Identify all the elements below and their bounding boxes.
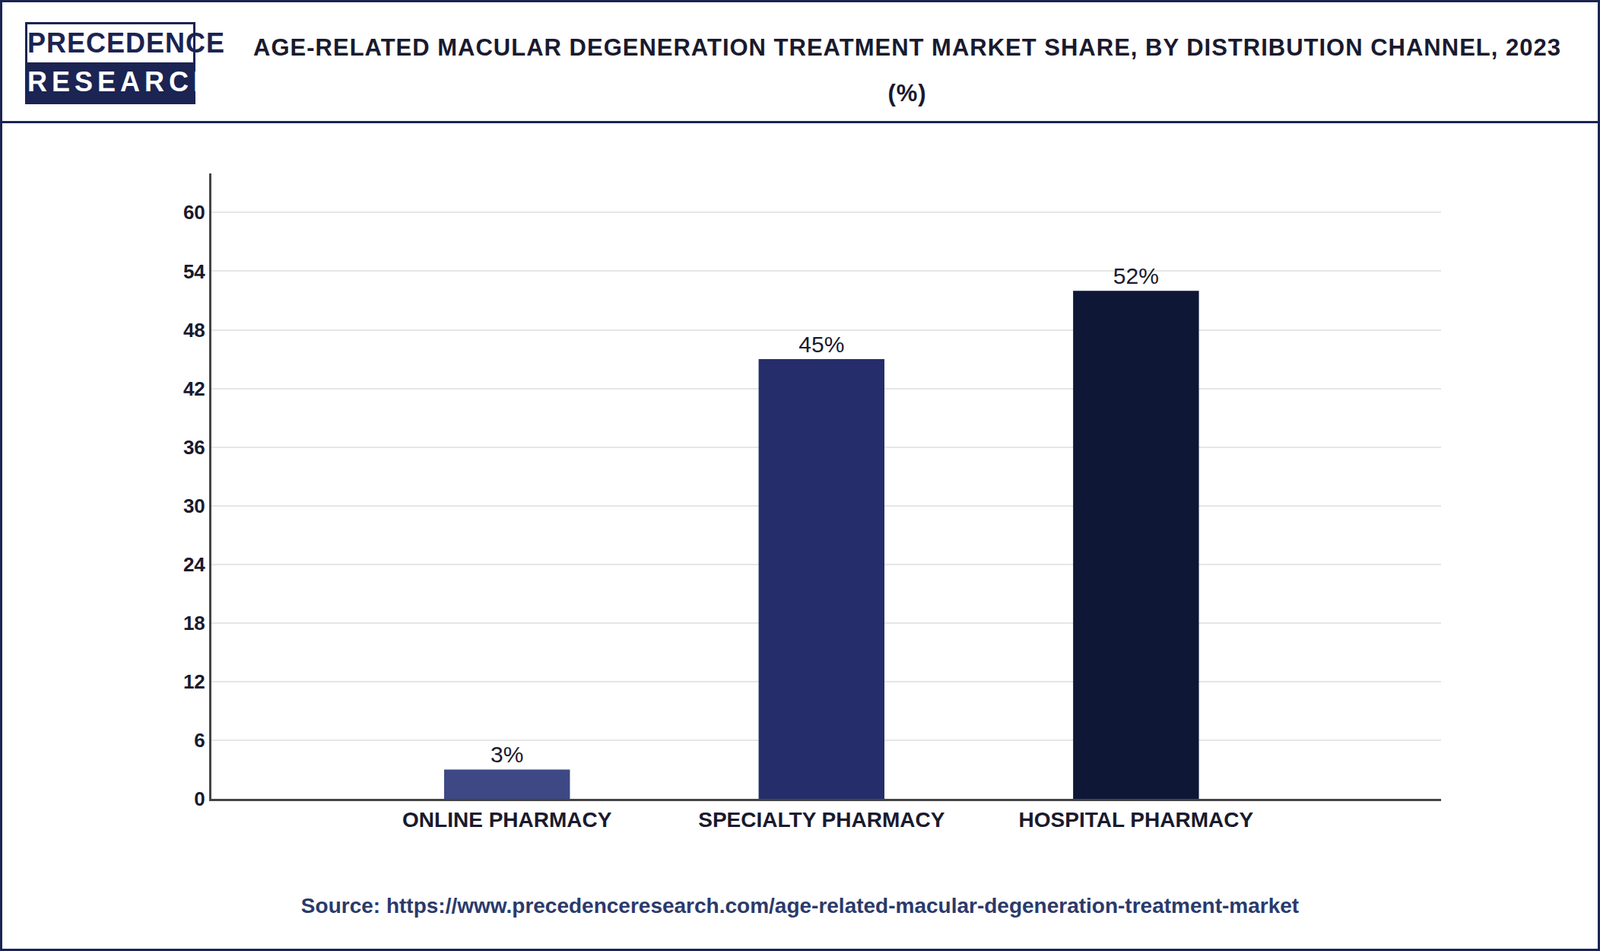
- svg-text:60: 60: [183, 200, 206, 224]
- svg-text:48: 48: [183, 318, 206, 342]
- svg-text:36: 36: [183, 435, 206, 459]
- svg-text:52%: 52%: [1113, 263, 1159, 289]
- svg-text:30: 30: [183, 494, 206, 518]
- svg-text:45%: 45%: [798, 331, 845, 357]
- svg-text:6: 6: [193, 728, 205, 752]
- svg-text:42: 42: [183, 377, 206, 400]
- html-text:AGE-RELATED MACULAR DEGENERATI: AGE-RELATED MACULAR DEGENERATION TREATME…: [253, 34, 1562, 107]
- svg-text:ONLINE PHARMACY: ONLINE PHARMACY: [402, 807, 613, 832]
- svg-text:12: 12: [183, 669, 206, 693]
- html-text:Source: https://www.precedence: Source: https://www.precedenceresearch.c…: [301, 893, 1299, 918]
- html-text:PRECEDENCE: PRECEDENCE: [27, 27, 226, 59]
- svg-text:HOSPITAL PHARMACY: HOSPITAL PHARMACY: [1019, 807, 1254, 832]
- svg-text:SPECIALTY PHARMACY: SPECIALTY PHARMACY: [698, 807, 945, 832]
- svg-text:54: 54: [183, 260, 206, 283]
- svg-text:24: 24: [183, 552, 206, 576]
- svg-text:0: 0: [193, 787, 205, 810]
- svg-text:3%: 3%: [490, 741, 524, 767]
- svg-text:18: 18: [183, 611, 206, 635]
- html-text:RESEARCH: RESEARCH: [27, 66, 218, 98]
